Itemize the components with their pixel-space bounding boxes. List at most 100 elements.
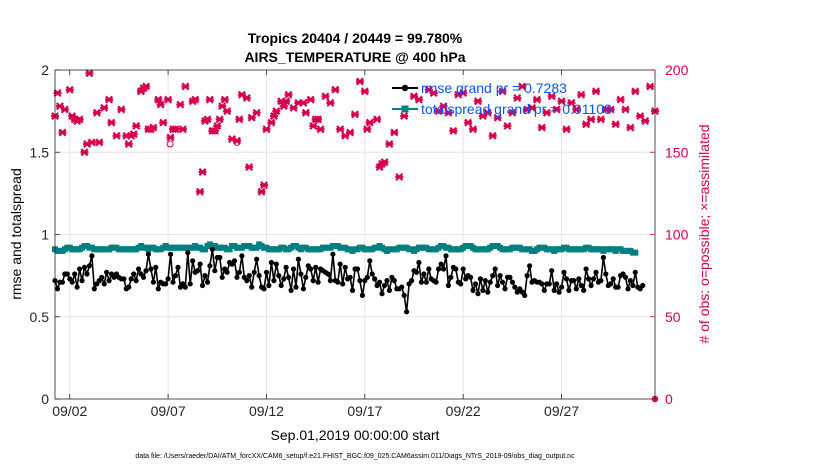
rmse-point (632, 269, 638, 275)
obs-assimilated-point (464, 118, 473, 127)
obs-assimilated-point (646, 82, 655, 91)
data-file-footer: data file: /Users/raeder/DAI/ATM_forcXX/… (135, 453, 575, 460)
rmse-point (541, 287, 547, 293)
x-tick-label: 09/02 (52, 403, 87, 419)
rmse-point (121, 276, 127, 282)
obs-assimilated-point (429, 89, 438, 98)
rmse-point (399, 284, 405, 290)
rmse-point (416, 259, 422, 266)
rmse-point (249, 284, 255, 290)
rmse-point (217, 254, 223, 261)
obs-assimilated-point (132, 121, 141, 130)
obs-assimilated-point (85, 69, 94, 78)
obs-assimilated-point (215, 115, 224, 124)
obs-assimilated-point (232, 136, 241, 145)
rmse-point (131, 271, 137, 277)
rmse-point (175, 264, 181, 270)
rmse-point (74, 284, 80, 290)
obs-assimilated-point (210, 126, 219, 135)
obs-assimilated-point (631, 87, 640, 96)
rmse-point (298, 271, 304, 277)
obs-assimilated-point (242, 93, 251, 102)
rmse-point (224, 269, 230, 275)
rmse-point (59, 279, 65, 285)
rmse-point (477, 276, 483, 282)
legend: rmse grand pr = 0.7283 totalspread grand… (392, 80, 612, 117)
rmse-point (150, 279, 156, 285)
rmse-point (640, 282, 646, 289)
obs-assimilated-point (537, 123, 546, 132)
rmse-point (303, 274, 309, 280)
rmse-point (209, 246, 215, 252)
rmse-point (81, 264, 88, 270)
obs-assimilated-point (301, 108, 310, 117)
rmse-point (163, 281, 169, 287)
obs-assimilated-point (309, 121, 318, 130)
obs-assimilated-point (156, 100, 165, 109)
obs-assimilated-point (316, 125, 325, 134)
rmse-point (325, 271, 331, 277)
rmse-point (170, 279, 176, 285)
rmse-point (347, 274, 353, 280)
rmse-point (499, 279, 506, 285)
obs-assimilated-point (469, 125, 478, 134)
series-spread (52, 241, 639, 256)
rmse-point (539, 281, 545, 287)
rmse-point (423, 279, 429, 285)
rmse-point (99, 274, 105, 280)
obs-assimilated-point (513, 93, 522, 102)
rmse-point (357, 278, 363, 284)
rmse-point (600, 254, 607, 261)
rmse-point (571, 278, 577, 284)
rmse-point (377, 279, 383, 285)
obs-assimilated-point (439, 102, 448, 111)
obs-assimilated-point (92, 108, 101, 117)
obs-assimilated-point (60, 105, 69, 114)
obs-assimilated-point (591, 87, 600, 96)
rmse-point (598, 278, 604, 284)
obs-assimilated-point (191, 95, 200, 104)
rmse-point (438, 261, 444, 267)
rmse-point (369, 271, 375, 277)
rmse-point (69, 279, 75, 285)
rmse-point (335, 279, 341, 285)
obs-assimilated-point (272, 107, 281, 116)
rmse-point (349, 287, 356, 293)
rmse-point (401, 292, 407, 298)
rmse-point (288, 287, 294, 293)
obs-assimilated-point (306, 95, 315, 104)
rmse-point (559, 284, 565, 290)
obs-assimilated-point (547, 92, 556, 101)
spread-point (253, 244, 260, 251)
spread-point (202, 246, 208, 253)
x-tick-label: 09/17 (347, 403, 382, 419)
rmse-point (527, 263, 533, 269)
obs-assimilated-point (282, 97, 291, 106)
rmse-point (256, 273, 262, 279)
rmse-point (490, 273, 496, 279)
rmse-point (106, 278, 112, 284)
rmse-point (470, 287, 476, 293)
obs-assimilated-point (195, 187, 204, 196)
obs-assimilated-point (373, 115, 382, 124)
rmse-point (234, 274, 240, 280)
rmse-point (268, 259, 274, 266)
rmse-point (246, 273, 252, 279)
rmse-point (254, 256, 260, 262)
obs-assimilated-point (596, 115, 605, 124)
rmse-point (212, 268, 218, 274)
rmse-point (576, 276, 582, 282)
obs-assimilated-point (269, 112, 278, 121)
rmse-point (625, 286, 631, 292)
chart-title-line1: Tropics 20404 / 20449 = 99.780% (248, 30, 463, 46)
obs-assimilated-point (567, 98, 576, 107)
rmse-point (433, 279, 439, 285)
y-tick-label-left: 0.5 (30, 309, 50, 325)
obs-assimilated-point (577, 90, 586, 99)
rmse-point (140, 274, 147, 280)
obs-assimilated-point (483, 108, 492, 117)
rmse-point (72, 271, 78, 277)
obs-assimilated-point (213, 121, 222, 130)
obs-assimilated-point (385, 140, 394, 149)
obs-assimilated-point (473, 97, 482, 106)
